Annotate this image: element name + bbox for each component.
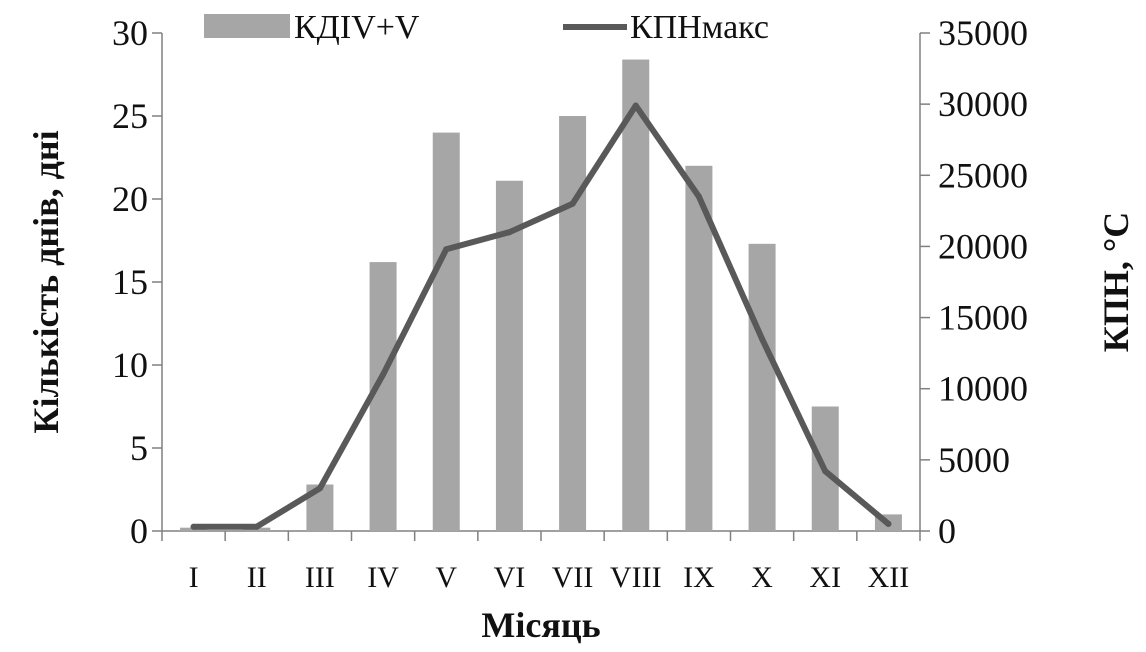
line-point xyxy=(695,193,702,200)
x-tick-label: VIII xyxy=(610,561,662,594)
bar-series xyxy=(180,59,902,532)
x-tick-label: XI xyxy=(809,561,841,594)
line-point xyxy=(506,229,513,236)
tick-labels: 0 5 10 15 20 25 30 0 5000 10000 15000 20000 25000 300… xyxy=(112,13,1028,594)
x-tick-label: V xyxy=(435,561,457,594)
axes xyxy=(152,32,930,541)
line-point xyxy=(443,246,450,253)
line-point xyxy=(569,200,576,207)
x-tick-label: III xyxy=(305,561,335,594)
legend-bar-swatch xyxy=(204,14,290,38)
x-tick-label: I xyxy=(189,561,199,594)
bar xyxy=(495,180,523,532)
bar xyxy=(622,59,650,532)
x-tick-label: XII xyxy=(868,561,910,594)
x-tick-label: X xyxy=(751,561,773,594)
y-tick-label: 25 xyxy=(112,96,148,136)
line-point xyxy=(885,520,892,527)
y2-tick-label: 10000 xyxy=(938,369,1028,409)
line-point xyxy=(822,468,829,475)
x-tick-label: IV xyxy=(367,561,399,594)
bar xyxy=(432,132,460,531)
line-point xyxy=(316,485,323,492)
y2-tick-label: 30000 xyxy=(938,84,1028,124)
line-point xyxy=(759,335,766,342)
y-tick-label: 10 xyxy=(112,345,148,385)
line-point xyxy=(253,523,260,530)
y2-tick-label: 35000 xyxy=(938,13,1028,53)
y-tick-label: 5 xyxy=(130,428,148,468)
x-tick-label: II xyxy=(247,561,267,594)
y-axis-title: Кількість днів, дні xyxy=(26,130,66,433)
y2-tick-label: 0 xyxy=(938,511,956,551)
y-tick-label: 20 xyxy=(112,179,148,219)
x-tick-label: VI xyxy=(494,561,526,594)
y-tick-label: 30 xyxy=(112,13,148,53)
bar xyxy=(559,116,587,531)
bar xyxy=(685,165,713,532)
y-tick-label: 0 xyxy=(130,511,148,551)
y2-tick-label: 15000 xyxy=(938,298,1028,338)
legend-bar-label: КДІV+V xyxy=(294,9,420,46)
line-point xyxy=(190,523,197,530)
line-series xyxy=(190,102,892,530)
series-line xyxy=(190,102,892,530)
legend-line-label: КПНмакс xyxy=(630,9,769,46)
y2-tick-label: 25000 xyxy=(938,155,1028,195)
legend: КДІV+V КПНмакс xyxy=(204,9,769,46)
y2-axis-title: КПН, °С xyxy=(1096,212,1136,353)
y-tick-label: 15 xyxy=(112,262,148,302)
line-point xyxy=(380,371,387,378)
y2-tick-label: 20000 xyxy=(938,226,1028,266)
x-tick-label: VII xyxy=(552,561,594,594)
line-point xyxy=(632,102,639,109)
x-axis-title: Місяць xyxy=(481,605,600,645)
bar xyxy=(748,243,776,531)
y2-tick-label: 5000 xyxy=(938,440,1010,480)
x-tick-label: IX xyxy=(683,561,715,594)
